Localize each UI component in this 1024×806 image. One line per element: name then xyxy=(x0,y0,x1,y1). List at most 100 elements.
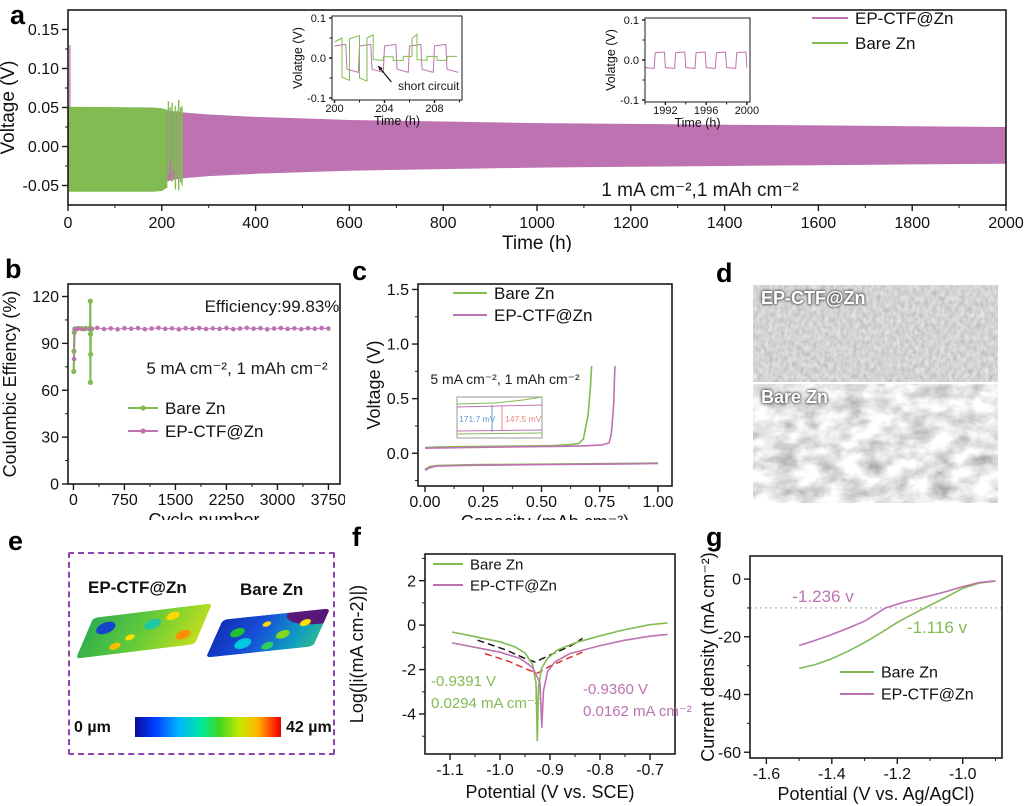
series-EP-CTF@Zn-inset xyxy=(334,43,459,73)
series-Bare Zn charge xyxy=(424,365,593,449)
panel-c-voltage-capacity-chart: 171.7 mV 147.5 mV0.00 0.25 0.50 0.75 1.000.00… xyxy=(364,282,674,520)
svg-text:-1.2: -1.2 xyxy=(883,766,911,783)
svg-text:1992: 1992 xyxy=(653,105,677,117)
axes-ticks: -1.6 -1.4 -1.2 -1.0 0 -20 -40 -60 xyxy=(718,572,996,783)
panel-f-tafel-chart: -1.1 -1.0 -0.9 -0.8 -0.7 2 0 -2 -4 Potential (V v… xyxy=(347,553,692,802)
legend: Bare Zn EP-CTF@Zn xyxy=(453,284,592,325)
svg-text:1400: 1400 xyxy=(707,215,743,232)
svg-text:0: 0 xyxy=(407,618,416,635)
sem-image-bare-zn: Bare Zn xyxy=(753,384,998,503)
svg-text:-1.0: -1.0 xyxy=(949,766,977,783)
series-layer xyxy=(334,33,459,82)
svg-text:-0.05: -0.05 xyxy=(23,178,60,195)
svg-text:0.50: 0.50 xyxy=(526,494,557,511)
height-colorbar xyxy=(135,717,281,737)
svg-text:0.5: 0.5 xyxy=(387,391,409,408)
svg-text:-0.1: -0.1 xyxy=(620,95,639,107)
panel-a-cycling-chart: 0 200 400 600 800 1000 1200 1400 1600 1800 2000 0.1… xyxy=(0,9,1024,252)
chart-f: -1.1 -1.0 -0.9 -0.8 -0.7 2 0 -2 -4 Potential (V v… xyxy=(347,553,692,802)
topology-right-label: Bare Zn xyxy=(240,580,304,599)
svg-text:600: 600 xyxy=(336,215,363,232)
svg-text:-0.9: -0.9 xyxy=(536,762,564,779)
svg-text:1.00: 1.00 xyxy=(642,494,673,511)
series-Bare Zn xyxy=(68,106,168,192)
annotation-text: -0.9391 V xyxy=(431,673,496,690)
chart-a: 0 200 400 600 800 1000 1200 1400 1600 1800 2000 0.1… xyxy=(0,9,1024,252)
svg-text:0.25: 0.25 xyxy=(468,494,499,511)
series-Bare Zn xyxy=(451,622,668,742)
svg-text:0.1: 0.1 xyxy=(624,15,639,27)
svg-text:0.00: 0.00 xyxy=(409,494,440,511)
annotation-text: -1.116 v xyxy=(907,618,968,637)
chart-g: -1.6 -1.4 -1.2 -1.0 0 -20 -40 -60 Potential (V v… xyxy=(700,552,1003,804)
svg-text:2000: 2000 xyxy=(735,105,759,117)
axes-ticks: 1992 1996 2000 0.1 0.0 -0.1 xyxy=(620,15,759,117)
svg-text:-2: -2 xyxy=(402,662,416,679)
series-EP-CTF@Zn xyxy=(798,580,996,647)
svg-text:0.0: 0.0 xyxy=(311,53,326,65)
svg-text:1000: 1000 xyxy=(519,215,555,232)
svg-text:0.05: 0.05 xyxy=(28,100,59,117)
sem-bottom-label: Bare Zn xyxy=(761,387,829,407)
panel-e-label: e xyxy=(8,526,24,556)
inset-line xyxy=(456,432,543,435)
x-axis-label: Time (h) xyxy=(502,233,572,252)
annotation-text: 1 mA cm⁻²,1 mAh cm⁻² xyxy=(601,180,798,201)
inset-line xyxy=(456,429,543,432)
panel-d-label: d xyxy=(716,258,733,288)
svg-text:-60: -60 xyxy=(718,745,741,762)
svg-text:3000: 3000 xyxy=(260,492,296,509)
svg-text:0.00: 0.00 xyxy=(28,139,59,156)
series-Bare-Zn-inset xyxy=(334,33,457,82)
svg-text:0.15: 0.15 xyxy=(28,22,59,39)
svg-text:200: 200 xyxy=(325,103,343,115)
series-tafel-fit-black xyxy=(477,637,583,663)
series-EP-CTF@Zn discharge xyxy=(424,462,659,472)
series-EP-CTF@Zn charge xyxy=(424,365,616,449)
panel-b-coulombic-efficiency-chart: 0 750 1500 2250 3000 3750 0 30 60 90 120 Cycle numb… xyxy=(0,283,345,520)
inset-line xyxy=(456,404,543,408)
svg-text:0: 0 xyxy=(732,572,741,589)
y-axis-label: Current density (mA cm⁻²) xyxy=(700,552,718,762)
svg-text:3750: 3750 xyxy=(311,492,345,509)
series-layer xyxy=(68,45,1006,192)
annotation-text: 5 mA cm⁻², 1 mAh cm⁻² xyxy=(146,359,328,378)
inset-text: 147.5 mV xyxy=(505,414,542,424)
plot-border xyxy=(417,283,673,487)
topology-left-label: EP-CTF@Zn xyxy=(88,578,187,597)
legend-label: EP-CTF@Zn xyxy=(881,687,974,704)
svg-text:1500: 1500 xyxy=(158,492,194,509)
series-layer xyxy=(71,298,331,386)
svg-text:204: 204 xyxy=(375,103,393,115)
annotation-text: -0.9360 V xyxy=(583,681,648,698)
legend-label: Bare Zn xyxy=(855,34,915,53)
legend-label: Bare Zn xyxy=(494,284,554,303)
axes-ticks: 0.00 0.25 0.50 0.75 1.00 0.0 0.5 1.0 1.5 xyxy=(387,282,674,511)
svg-text:1200: 1200 xyxy=(613,215,649,232)
panel-d-sem-images: EP-CTF@Zn Bare Zn xyxy=(715,252,1024,520)
svg-text:0.10: 0.10 xyxy=(28,61,59,78)
svg-text:400: 400 xyxy=(242,215,269,232)
legend-label: EP-CTF@Zn xyxy=(165,422,263,441)
y-axis-label: Volatge (V) xyxy=(604,29,618,91)
sem-top-texture-image xyxy=(753,285,998,382)
panel-c-label: c xyxy=(352,256,368,286)
svg-text:2250: 2250 xyxy=(209,492,245,509)
svg-text:-1.4: -1.4 xyxy=(818,766,846,783)
x-axis-label: Potential (V vs. SCE) xyxy=(465,782,634,802)
annotation-text: 0.0294 mA cm⁻² xyxy=(431,695,540,712)
svg-text:0.75: 0.75 xyxy=(584,494,615,511)
series-bare-zn-failure-spikes xyxy=(167,99,183,191)
svg-text:0.0: 0.0 xyxy=(387,446,409,463)
svg-text:0.1: 0.1 xyxy=(311,13,326,25)
topology-dashed-box: EP-CTF@Zn Bare Zn 0 µm 42 µm xyxy=(68,552,335,755)
panel-e-topology-maps: EP-CTF@Zn Bare Zn 0 µm 42 µm xyxy=(0,520,345,806)
series-layer xyxy=(451,622,668,742)
colorbar-max-label: 42 µm xyxy=(286,719,332,736)
annotation-text: 0.0162 mA cm⁻² xyxy=(583,703,692,720)
svg-text:2000: 2000 xyxy=(988,215,1024,232)
svg-text:-0.8: -0.8 xyxy=(586,762,614,779)
svg-text:90: 90 xyxy=(41,336,59,353)
annotation-text: 5 mA cm⁻², 1 mAh cm⁻² xyxy=(430,371,580,387)
chart-b: 0 750 1500 2250 3000 3750 0 30 60 90 120 Cycle numb… xyxy=(0,283,345,520)
